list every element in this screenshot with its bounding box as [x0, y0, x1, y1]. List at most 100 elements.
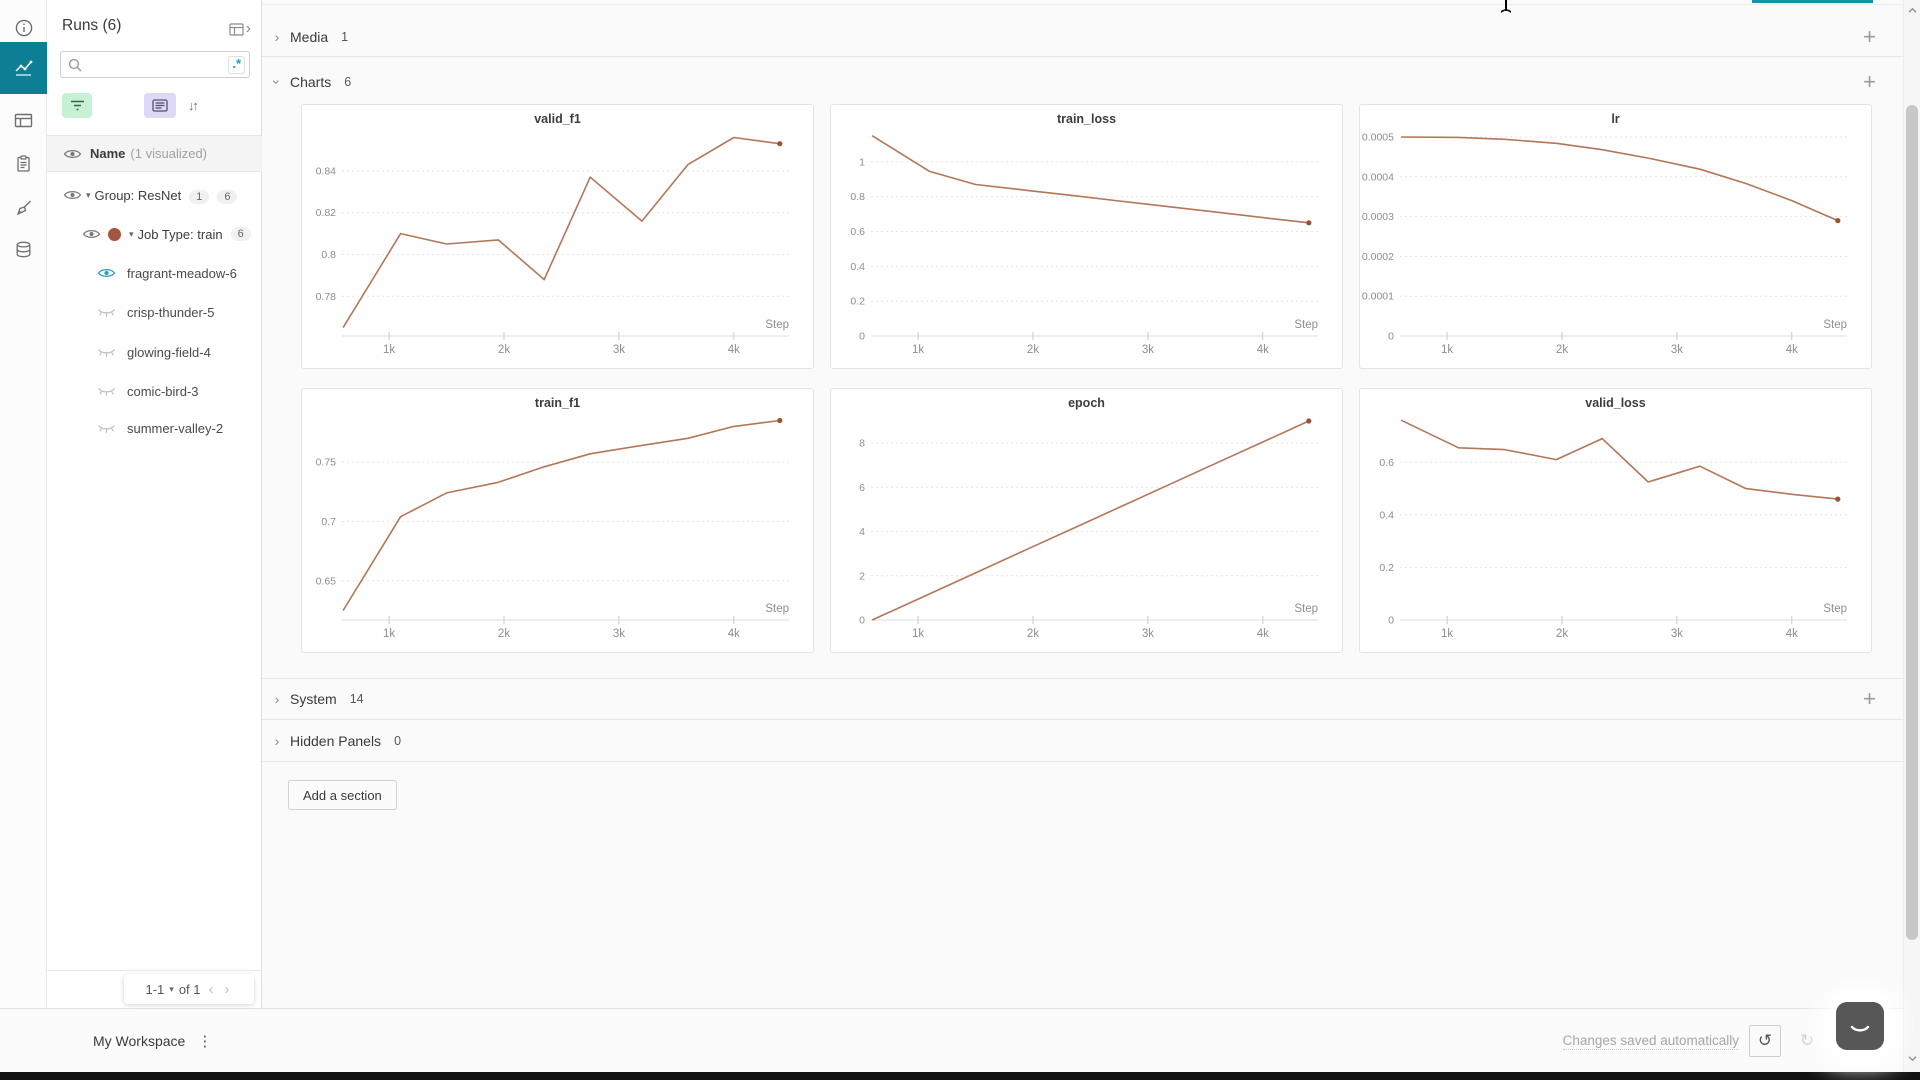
eye-open-icon[interactable] — [63, 148, 82, 160]
artifacts-database-icon[interactable] — [0, 230, 47, 270]
jobtype-row-train[interactable]: ▾ Job Type: train 6 — [47, 221, 262, 247]
chart-title: valid_loss — [1585, 396, 1646, 410]
svg-text:2: 2 — [859, 570, 865, 582]
section-media[interactable]: › Media 1 + — [262, 18, 1903, 57]
display-options-button[interactable] — [144, 93, 176, 118]
svg-text:0.4: 0.4 — [1379, 509, 1394, 521]
section-system[interactable]: › System 14 + — [262, 678, 1903, 720]
svg-text:0.7: 0.7 — [321, 516, 336, 528]
prev-page-button[interactable]: ‹ — [208, 980, 214, 998]
run-row[interactable]: summer-valley-2 — [47, 415, 262, 441]
chart-panel-train_f1[interactable]: 0.65 0.7 0.75 1k 2k 3k 4k Step train_f1 — [301, 388, 814, 653]
svg-text:4k: 4k — [728, 344, 740, 356]
eye-closed-icon[interactable] — [97, 385, 116, 397]
eye-open-icon[interactable] — [82, 228, 101, 240]
chevron-right-icon[interactable]: › — [274, 691, 280, 707]
runs-table-expand-button[interactable]: › — [229, 20, 251, 38]
workspace-switcher[interactable]: My Workspace ⋮ — [93, 1009, 212, 1073]
run-row[interactable]: glowing-field-4 — [47, 339, 262, 365]
scroll-up-arrow[interactable] — [1904, 2, 1920, 18]
chevron-down-icon[interactable]: › — [269, 79, 285, 85]
run-search-box[interactable]: .* — [60, 51, 250, 78]
run-name: crisp-thunder-5 — [127, 304, 215, 320]
svg-text:Step: Step — [1823, 603, 1847, 615]
chart-title: epoch — [1068, 396, 1105, 410]
add-panel-button[interactable]: + — [1863, 24, 1876, 49]
section-charts[interactable]: › Charts 6 + — [262, 64, 1903, 100]
eye-closed-icon[interactable] — [97, 422, 116, 434]
chevron-right-icon[interactable]: › — [274, 732, 280, 749]
section-label: System — [290, 691, 337, 707]
logs-clipboard-icon[interactable] — [0, 144, 47, 184]
svg-text:1k: 1k — [383, 628, 395, 640]
page-scrollbar[interactable] — [1903, 0, 1920, 1072]
next-page-button[interactable]: › — [224, 980, 230, 998]
chart-title: train_loss — [1056, 112, 1117, 126]
chart-title: lr — [1611, 112, 1620, 126]
filter-runs-button[interactable] — [62, 93, 92, 118]
chart-panel-valid_f1[interactable]: 0.78 0.8 0.82 0.84 1k 2k 3k 4k Step valid_f1 — [301, 104, 814, 369]
add-panel-button[interactable]: + — [1863, 69, 1876, 94]
chart-panel-train_loss[interactable]: 0 0.2 0.4 0.6 0.8 1 1k 2k 3k 4k Step train_loss — [830, 104, 1343, 369]
run-row[interactable]: fragrant-meadow-6 — [47, 260, 262, 286]
chevron-right-icon[interactable]: › — [274, 29, 280, 45]
kebab-menu-icon[interactable]: ⋮ — [197, 1033, 213, 1050]
svg-text:3k: 3k — [1671, 344, 1683, 356]
svg-text:0.78: 0.78 — [316, 291, 337, 303]
caret-down-icon[interactable]: ▾ — [86, 189, 91, 200]
redo-button[interactable]: ↻ — [1799, 1031, 1815, 1050]
svg-text:4k: 4k — [1257, 628, 1269, 640]
jobtype-label: Job Type: train — [137, 226, 223, 242]
save-status-area: Changes saved automatically ↺ ↻ — [1562, 1009, 1823, 1073]
section-count: 14 — [349, 692, 364, 706]
sweeps-broom-icon[interactable] — [0, 188, 47, 228]
add-section-button[interactable]: Add a section — [288, 780, 397, 810]
regex-toggle-button[interactable]: .* — [228, 55, 245, 74]
section-hidden-panels[interactable]: › Hidden Panels 0 — [262, 720, 1903, 762]
run-row[interactable]: crisp-thunder-5 — [47, 299, 262, 325]
workspace-line-chart-icon[interactable] — [0, 42, 47, 94]
svg-text:0.6: 0.6 — [850, 226, 865, 238]
list-settings-icon — [152, 99, 168, 112]
run-search-input[interactable] — [82, 57, 229, 72]
sort-runs-button[interactable]: ↓↑ — [188, 98, 199, 113]
eye-open-icon[interactable] — [97, 267, 116, 279]
svg-text:6: 6 — [859, 482, 865, 494]
chart-panel-lr[interactable]: 0 0.0001 0.0002 0.0003 0.0004 0.0005 1k 2k 3k 4k S… — [1359, 104, 1872, 369]
caret-down-icon[interactable]: ▾ — [129, 228, 134, 239]
caret-down-icon[interactable]: ▾ — [169, 983, 174, 994]
svg-text:1k: 1k — [912, 628, 924, 640]
svg-text:1k: 1k — [912, 344, 924, 356]
undo-button[interactable]: ↺ — [1749, 1025, 1781, 1057]
svg-text:0.75: 0.75 — [316, 457, 337, 469]
table-panels-icon[interactable] — [0, 100, 47, 140]
svg-text:0: 0 — [859, 331, 865, 343]
run-row[interactable]: comic-bird-3 — [47, 378, 262, 404]
svg-text:8: 8 — [859, 438, 865, 450]
funnel-filter-icon — [70, 100, 84, 111]
chat-support-button[interactable] — [1836, 1002, 1884, 1050]
chart-panel-valid_loss[interactable]: 0 0.2 0.4 0.6 1k 2k 3k 4k Step valid_loss — [1359, 388, 1872, 653]
scrollbar-thumb[interactable] — [1906, 105, 1918, 940]
info-icon[interactable] — [0, 8, 47, 48]
eye-closed-icon[interactable] — [97, 306, 116, 318]
text-cursor — [1499, 0, 1513, 19]
chart-panel-epoch[interactable]: 0 2 4 6 8 1k 2k 3k 4k Step epoch — [830, 388, 1343, 653]
chat-smile-icon — [1850, 1025, 1870, 1032]
svg-text:2k: 2k — [1556, 628, 1568, 640]
eye-closed-icon[interactable] — [97, 346, 116, 358]
eye-open-icon[interactable] — [63, 189, 82, 201]
page-range[interactable]: 1-1 — [145, 981, 165, 997]
scroll-down-arrow[interactable] — [1904, 1050, 1920, 1066]
svg-text:4k: 4k — [728, 628, 740, 640]
chevron-right-icon: › — [245, 20, 251, 37]
chart-title: train_f1 — [534, 396, 581, 410]
name-column-label: Name — [90, 146, 126, 161]
add-panel-button[interactable]: + — [1863, 686, 1876, 711]
jobtype-count-badge: 6 — [230, 227, 251, 241]
svg-text:Step: Step — [1823, 319, 1847, 331]
svg-text:3k: 3k — [613, 628, 625, 640]
